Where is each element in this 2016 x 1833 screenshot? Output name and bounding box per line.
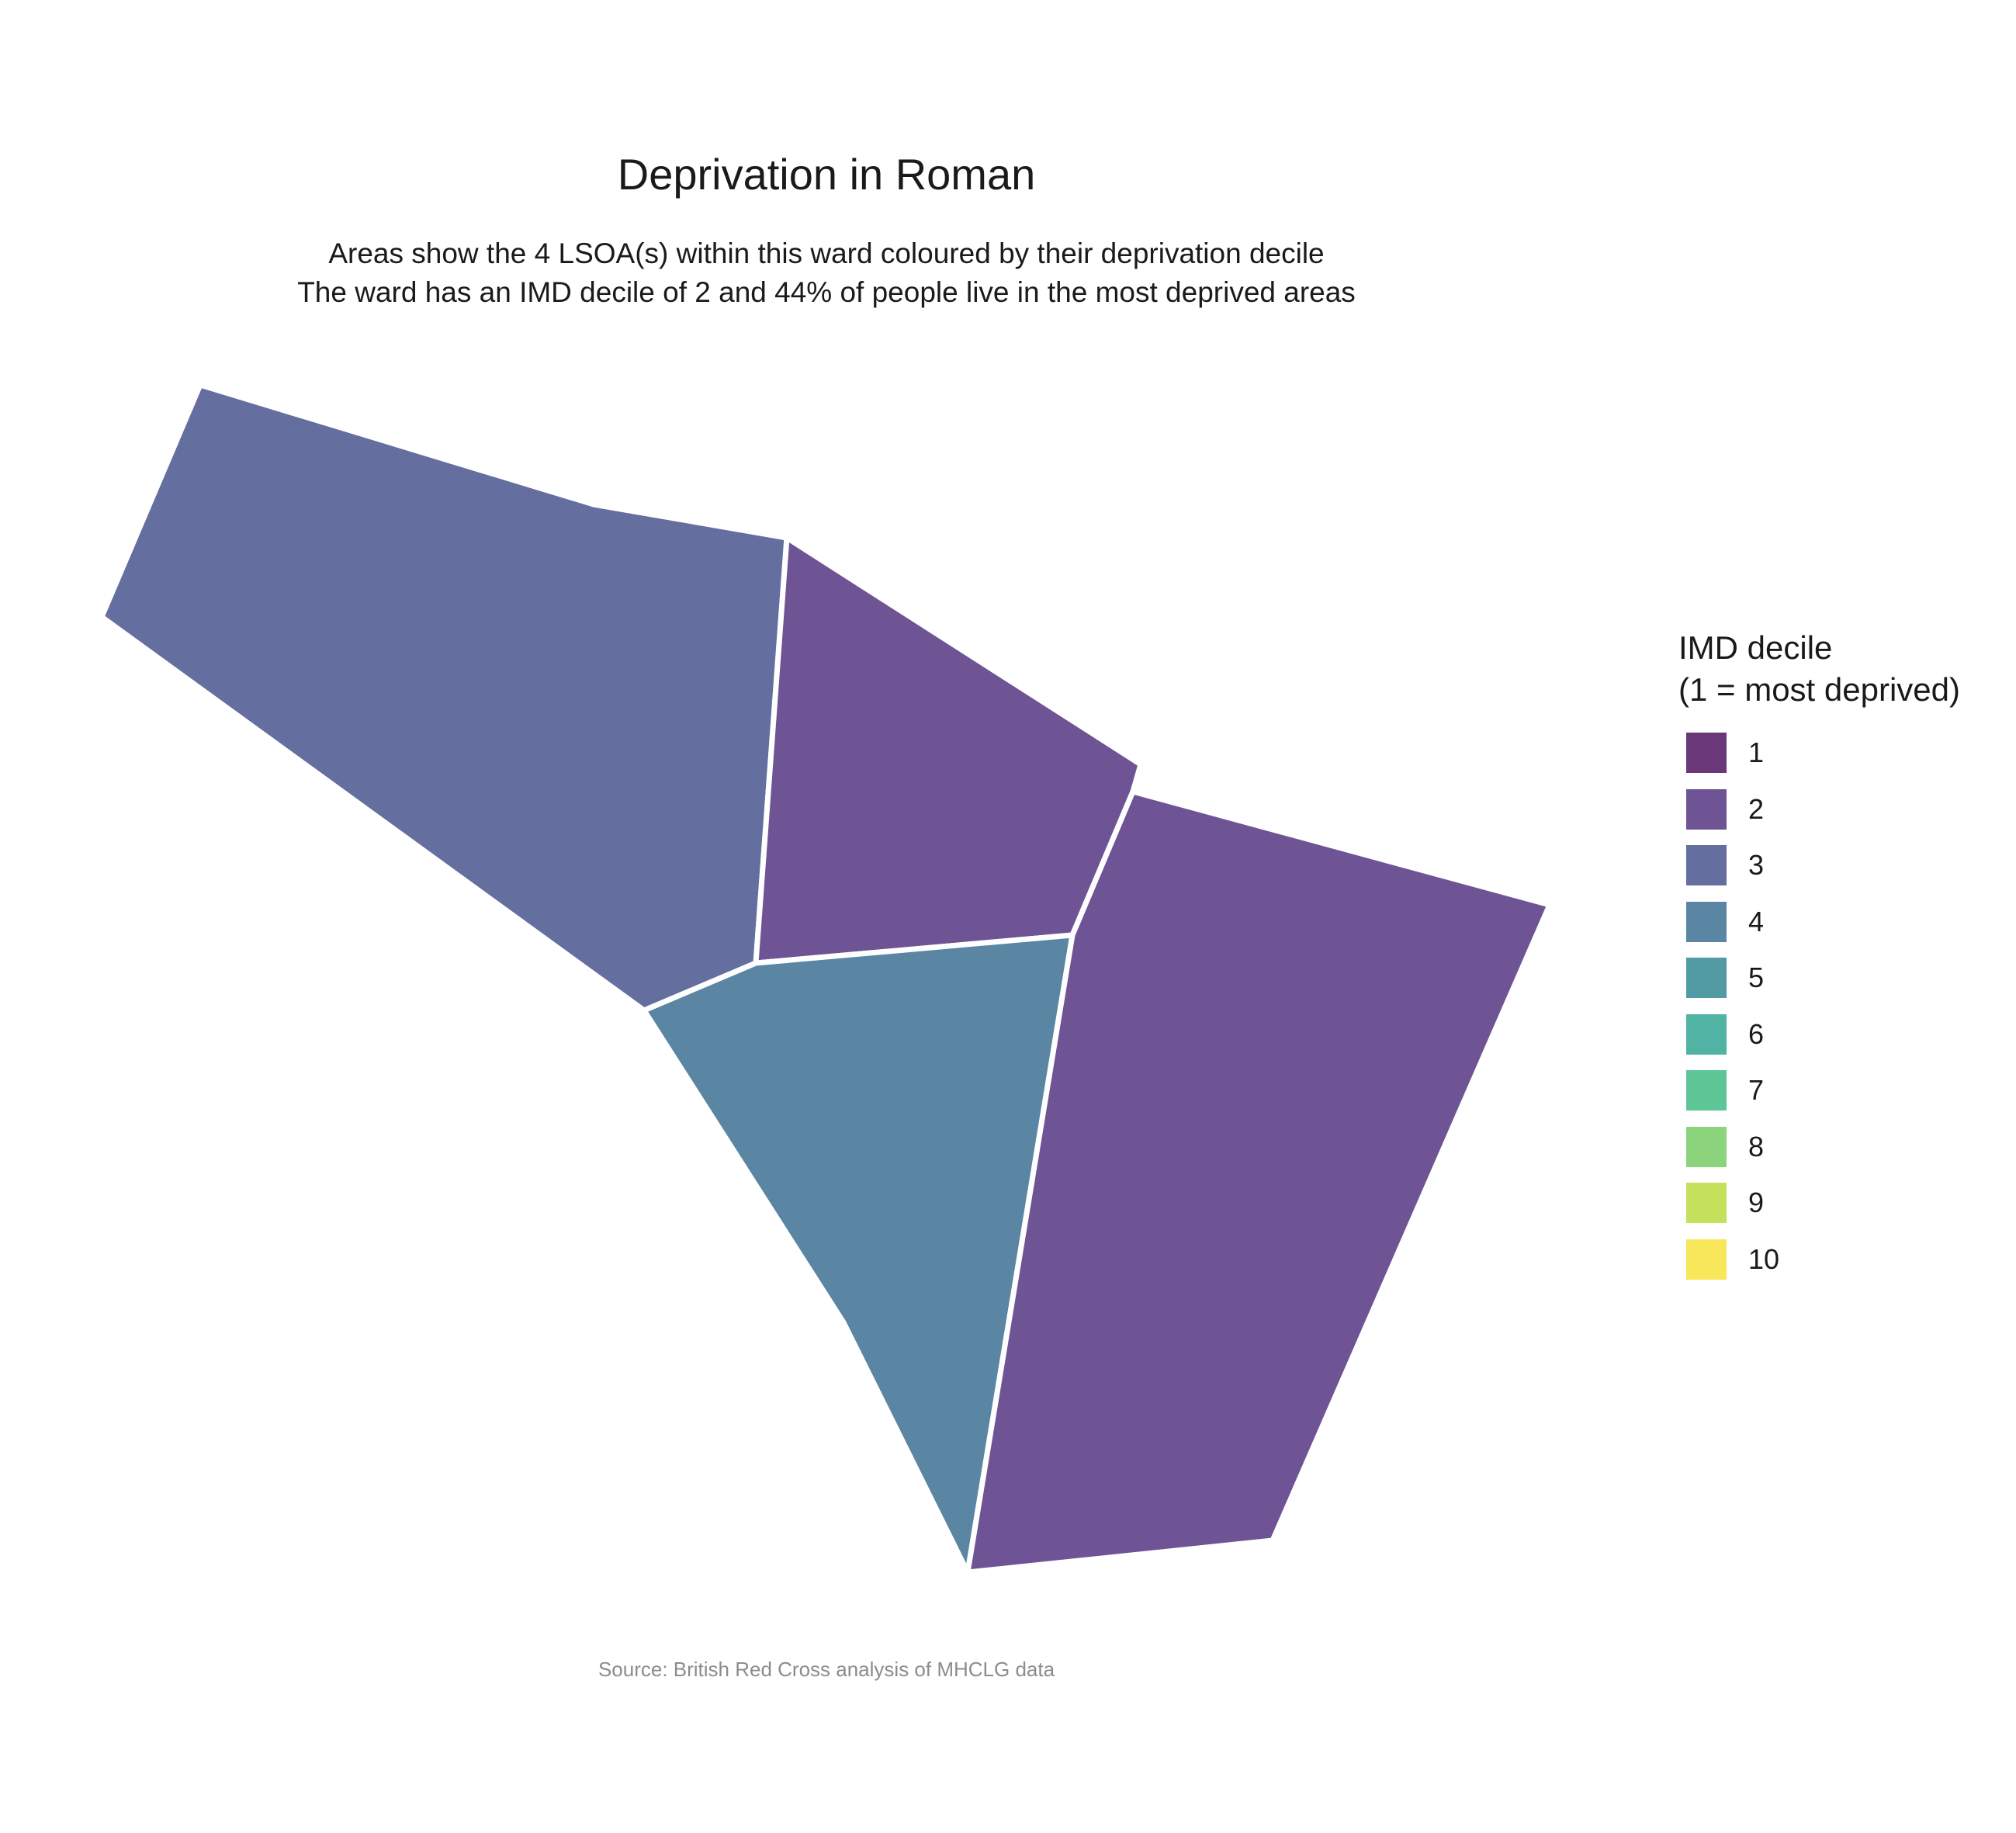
- legend-swatch: [1686, 733, 1727, 774]
- legend-swatch: [1686, 1126, 1727, 1167]
- legend-item-5: 5: [1678, 950, 2004, 1007]
- legend-label: 8: [1748, 1130, 1765, 1163]
- legend-label: 10: [1748, 1242, 1780, 1275]
- legend-items: 1 2 3 4 5 6 7 8 9 10: [1678, 725, 2004, 1287]
- lsoa-northwest: [99, 382, 790, 1014]
- legend-title-line-2: (1 = most deprived): [1678, 671, 1960, 708]
- chart-subtitle: Areas show the 4 LSOA(s) within this war…: [0, 234, 1653, 312]
- lsoa-north-central: [753, 535, 1144, 966]
- legend-item-3: 3: [1678, 837, 2004, 894]
- legend-swatch: [1686, 788, 1727, 830]
- legend-item-10: 10: [1678, 1232, 2004, 1288]
- legend-swatch: [1686, 845, 1727, 886]
- legend-item-4: 4: [1678, 894, 2004, 951]
- legend-item-2: 2: [1678, 781, 2004, 838]
- legend-label: 1: [1748, 736, 1765, 769]
- legend-title: IMD decile (1 = most deprived): [1678, 627, 2004, 711]
- legend-swatch: [1686, 1183, 1727, 1224]
- legend-title-line-1: IMD decile: [1678, 629, 1833, 666]
- legend-label: 6: [1748, 1017, 1765, 1050]
- legend-label: 7: [1748, 1074, 1765, 1107]
- legend-item-1: 1: [1678, 725, 2004, 781]
- legend: IMD decile (1 = most deprived) 1 2 3 4 5 6 7 8 9…: [1678, 627, 2004, 1287]
- legend-swatch: [1686, 1070, 1727, 1111]
- legend-swatch: [1686, 958, 1727, 999]
- legend-item-9: 9: [1678, 1175, 2004, 1232]
- legend-swatch: [1686, 1014, 1727, 1055]
- legend-item-6: 6: [1678, 1007, 2004, 1063]
- legend-label: 2: [1748, 792, 1765, 825]
- source-caption: Source: British Red Cross analysis of MH…: [598, 1658, 1055, 1681]
- legend-label: 9: [1748, 1187, 1765, 1219]
- subtitle-line-2: The ward has an IMD decile of 2 and 44% …: [297, 276, 1356, 308]
- legend-label: 3: [1748, 849, 1765, 882]
- legend-item-8: 8: [1678, 1119, 2004, 1176]
- legend-swatch: [1686, 1239, 1727, 1280]
- lsoa-east: [965, 788, 1553, 1575]
- chart-title: Deprivation in Roman: [617, 150, 1036, 199]
- legend-swatch: [1686, 901, 1727, 942]
- legend-label: 4: [1748, 905, 1765, 937]
- legend-label: 5: [1748, 962, 1765, 994]
- subtitle-line-1: Areas show the 4 LSOA(s) within this war…: [328, 237, 1325, 269]
- legend-item-7: 7: [1678, 1062, 2004, 1119]
